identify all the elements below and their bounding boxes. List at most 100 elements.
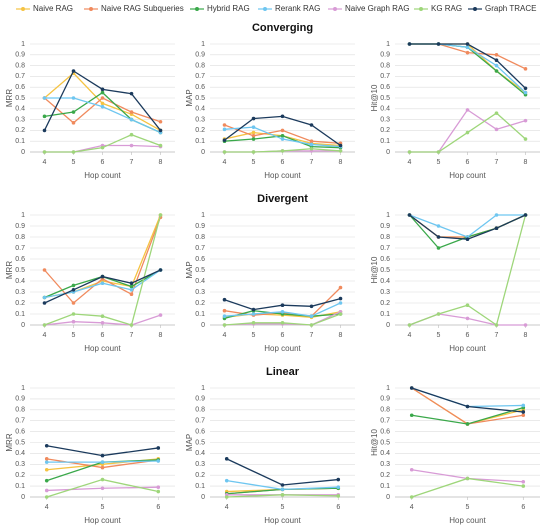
y-axis-label: MRR [5,261,14,279]
x-tick-label: 4 [223,332,227,339]
y-tick-label: 0.4 [15,106,25,113]
data-point [71,312,76,316]
data-point [338,296,343,301]
data-point [309,314,314,319]
data-point [409,386,414,390]
x-tick-label: 8 [159,159,163,166]
x-tick-label: 5 [252,332,256,339]
data-point [338,149,343,153]
y-tick-label: 1 [201,385,205,392]
data-point [156,489,161,494]
x-tick-label: 8 [524,332,528,339]
y-tick-label: 0.5 [380,267,390,274]
data-point [71,288,76,292]
y-tick-label: 0.4 [380,278,390,285]
data-point [338,285,343,290]
x-tick-label: 4 [410,504,414,511]
data-point [523,86,528,91]
y-tick-label: 1 [386,212,390,219]
data-point [309,146,314,151]
data-point [436,42,441,46]
x-axis-label: Hop count [449,516,486,525]
series-line [44,214,162,299]
y-tick-label: 0.8 [195,62,205,69]
y-tick-label: 0.8 [380,407,390,414]
y-tick-label: 0.8 [15,234,25,241]
data-point [100,477,105,482]
data-point [71,69,76,73]
x-axis-label: Hop count [84,516,121,525]
data-point [42,323,47,327]
data-point [44,478,49,483]
y-tick-label: 0.4 [380,106,390,113]
y-tick-label: 0.4 [15,450,25,457]
y-tick-label: 0.9 [15,52,25,59]
data-point [42,301,47,305]
x-tick-label: 4 [45,504,49,511]
data-point [158,213,163,217]
x-tick-label: 7 [310,159,314,166]
y-tick-label: 0.1 [195,483,205,490]
x-axis-label: Hop count [84,171,121,180]
x-tick-label: 4 [223,159,227,166]
x-tick-label: 6 [521,504,525,511]
x-tick-label: 5 [252,159,256,166]
x-tick-label: 5 [72,159,76,166]
data-point [251,137,256,141]
data-point [100,104,105,109]
y-tick-label: 0.5 [15,267,25,274]
x-tick-label: 6 [101,332,105,339]
y-tick-label: 0 [386,149,390,156]
x-axis-label: Hop count [449,171,486,180]
y-tick-label: 0.3 [380,289,390,296]
data-point [100,145,105,150]
y-tick-label: 0.4 [195,450,205,457]
y-tick-label: 0.1 [380,138,390,145]
data-point [42,295,47,300]
y-tick-label: 0.8 [195,234,205,241]
data-point [309,142,314,147]
y-tick-label: 0.7 [195,73,205,80]
y-tick-label: 0.1 [380,483,390,490]
data-point [465,42,470,46]
y-tick-label: 0 [21,494,25,501]
y-tick-label: 0.9 [195,52,205,59]
y-tick-label: 0.3 [380,116,390,123]
y-tick-label: 0.9 [380,396,390,403]
x-tick-label: 6 [281,332,285,339]
data-point [280,493,285,497]
data-point [309,304,314,309]
y-tick-label: 0 [386,494,390,501]
x-tick-label: 5 [437,332,441,339]
y-tick-label: 0.4 [195,278,205,285]
legend-label: Hybrid RAG [207,4,250,13]
data-point [465,108,470,112]
data-point [224,457,229,461]
y-tick-label: 1 [21,212,25,219]
y-tick-label: 0.3 [195,289,205,296]
y-tick-label: 1 [201,41,205,48]
data-point [129,288,134,292]
data-point [523,90,528,95]
data-point [436,312,441,316]
x-axis-label: Hop count [264,344,301,353]
data-point [100,460,105,464]
data-point [409,467,414,472]
data-point [523,118,528,123]
x-tick-label: 6 [466,159,470,166]
data-point [251,130,256,135]
data-point [71,96,76,100]
x-tick-label: 6 [156,504,160,511]
data-point [494,69,499,73]
data-point [280,487,285,492]
x-tick-label: 6 [466,332,470,339]
legend-marker [89,7,93,11]
y-tick-label: 0.7 [15,73,25,80]
data-point [436,246,441,250]
y-tick-label: 0.5 [380,95,390,102]
data-point [280,310,285,314]
data-point [44,467,49,472]
y-tick-label: 0.9 [380,223,390,230]
y-tick-label: 0.3 [15,289,25,296]
